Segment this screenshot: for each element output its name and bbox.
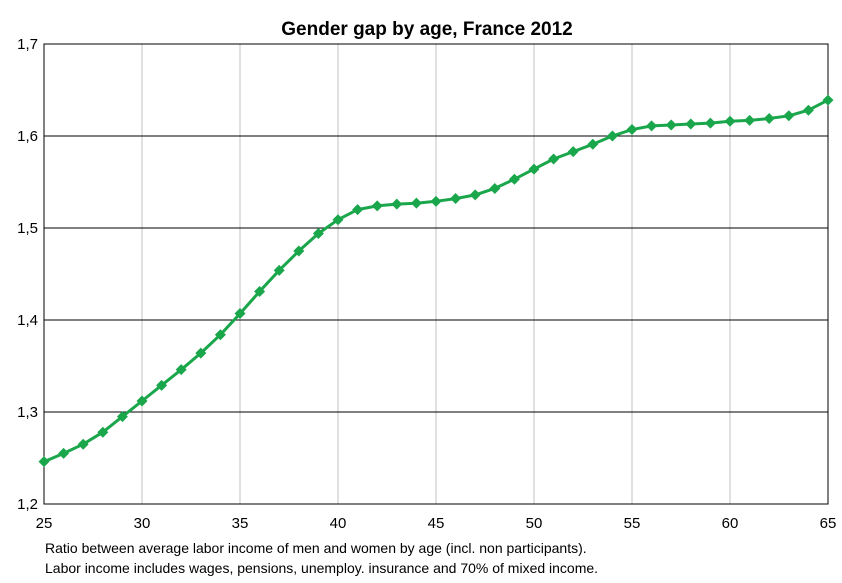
x-tick-label: 50 <box>526 515 543 532</box>
data-point-marker <box>97 426 109 438</box>
data-point-marker <box>822 94 834 106</box>
footnote-line-1: Ratio between average labor income of me… <box>45 540 587 556</box>
data-point-marker <box>646 120 658 132</box>
data-point-marker <box>214 329 226 341</box>
data-point-marker <box>489 182 501 194</box>
data-point-marker <box>273 264 285 276</box>
data-point-marker <box>469 189 481 201</box>
data-point-marker <box>391 198 403 210</box>
data-point-marker <box>685 118 697 130</box>
data-point-marker <box>312 228 324 240</box>
data-point-marker <box>116 411 128 423</box>
data-point-marker <box>195 347 207 359</box>
y-tick-label: 1,3 <box>17 404 38 421</box>
y-tick-label: 1,4 <box>17 312 38 329</box>
data-point-marker <box>587 138 599 150</box>
data-point-marker <box>508 173 520 185</box>
data-point-marker <box>528 163 540 175</box>
footnote-line-2: Labor income includes wages, pensions, u… <box>45 560 598 576</box>
data-point-marker <box>783 110 795 122</box>
data-point-marker <box>332 214 344 226</box>
data-point-marker <box>744 114 756 126</box>
y-tick-label: 1,6 <box>17 128 38 145</box>
data-point-marker <box>704 117 716 129</box>
x-tick-label: 35 <box>232 515 249 532</box>
data-point-marker <box>626 124 638 136</box>
data-point-marker <box>77 438 89 450</box>
series-layer <box>38 94 834 468</box>
x-tick-label: 60 <box>722 515 739 532</box>
data-point-marker <box>136 395 148 407</box>
data-point-marker <box>352 204 364 216</box>
y-tick-label: 1,7 <box>17 36 38 53</box>
data-point-marker <box>450 193 462 205</box>
data-point-marker <box>156 379 168 391</box>
plot-frame <box>43 43 829 505</box>
x-tick-label: 45 <box>428 515 445 532</box>
data-point-marker <box>665 119 677 131</box>
y-tick-label: 1,5 <box>17 220 38 237</box>
data-point-marker <box>763 113 775 125</box>
x-tick-label: 40 <box>330 515 347 532</box>
data-point-marker <box>410 197 422 209</box>
y-tick-label: 1,2 <box>17 496 38 513</box>
data-point-marker <box>234 308 246 320</box>
grid-layer <box>44 44 828 504</box>
data-point-marker <box>175 364 187 376</box>
tick-label-layer: 25 30 35 40 45 50 55 60 65 1,2 1,3 1,4 1,5 1,6 1,7 <box>17 36 836 532</box>
chart-title: Gender gap by age, France 2012 <box>281 19 572 40</box>
data-point-marker <box>371 200 383 212</box>
data-point-marker <box>293 245 305 257</box>
data-point-marker <box>548 153 560 165</box>
data-point-marker <box>58 447 70 459</box>
x-tick-label: 30 <box>134 515 151 532</box>
data-point-marker <box>567 146 579 158</box>
data-point-marker <box>606 130 618 142</box>
data-point-marker <box>38 456 50 468</box>
x-tick-label: 25 <box>36 515 53 532</box>
data-point-marker <box>254 285 266 297</box>
x-tick-label: 55 <box>624 515 641 532</box>
data-point-marker <box>724 115 736 127</box>
data-point-marker <box>430 195 442 207</box>
data-point-marker <box>802 104 814 116</box>
x-tick-label: 65 <box>820 515 837 532</box>
